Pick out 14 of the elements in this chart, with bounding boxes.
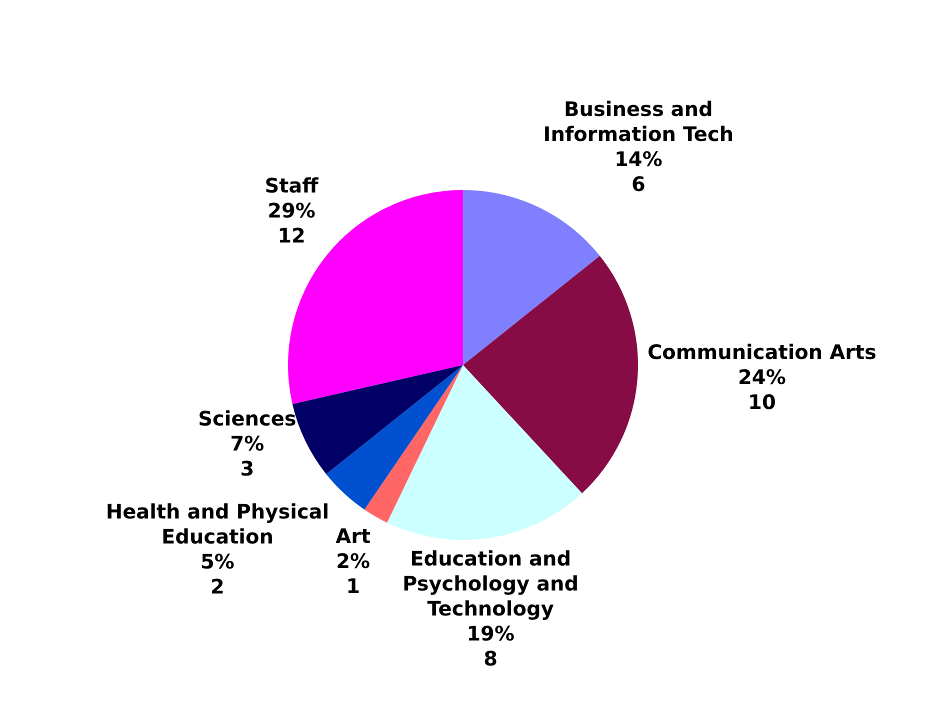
slice-label: Communication Arts [647, 340, 876, 364]
slice-label: Education and Psychology and Technology [402, 546, 579, 621]
slice-label: Sciences [198, 406, 296, 430]
data-label: 19% 8 [466, 622, 515, 671]
data-label: 14% 6 [614, 147, 662, 196]
slice-label: Business and Information Tech [543, 97, 734, 146]
data-label: 5% 2 [200, 549, 234, 598]
slice-label: Staff [264, 173, 320, 198]
data-label: 29% 12 [268, 198, 316, 248]
data-label: 7% 3 [230, 431, 264, 480]
slice-label: Health and Physical Education [106, 499, 330, 548]
data-label: 24% 10 [738, 365, 786, 414]
slice-label: Art [336, 524, 371, 548]
data-label: 2% 1 [336, 548, 370, 598]
